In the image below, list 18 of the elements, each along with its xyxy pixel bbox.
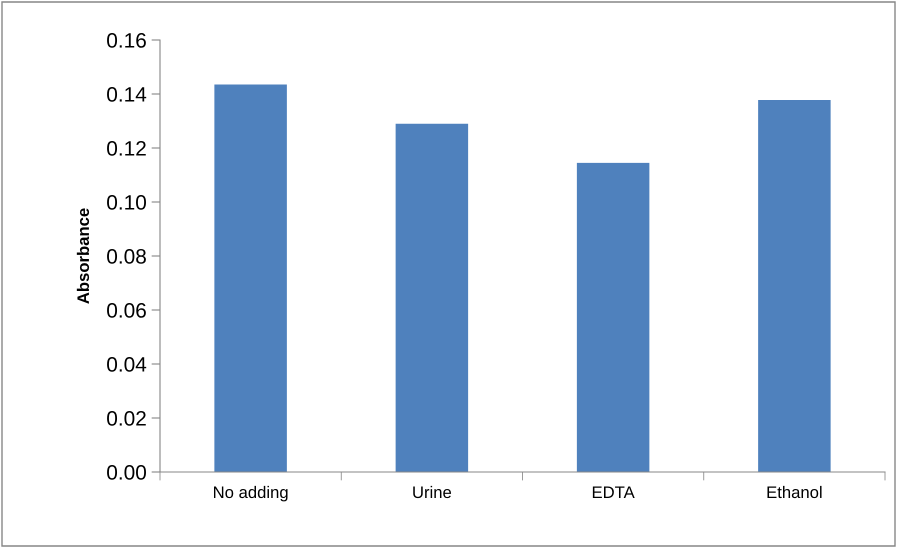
y-tick-label: 0.06	[107, 303, 146, 318]
y-tick-label: 0.16	[107, 33, 146, 48]
y-tick-label: 0.10	[107, 195, 146, 210]
y-tick-label: 0.14	[107, 87, 146, 102]
x-tick-label: Ethanol	[767, 486, 822, 498]
x-tick-label: Urine	[413, 486, 452, 498]
x-tick-label: EDTA	[592, 486, 635, 498]
x-tick-label: No adding	[214, 486, 288, 502]
y-tick-label: 0.00	[107, 465, 146, 480]
y-tick-label: 0.04	[107, 357, 146, 372]
y-tick-label: 0.08	[107, 249, 146, 264]
y-tick-label: 0.12	[107, 141, 146, 156]
bar	[396, 124, 468, 472]
bar	[214, 84, 287, 472]
bar	[758, 100, 831, 472]
bar	[576, 162, 650, 472]
y-tick-label: 0.02	[107, 411, 146, 426]
y-axis-title: Absorbance	[76, 208, 90, 304]
